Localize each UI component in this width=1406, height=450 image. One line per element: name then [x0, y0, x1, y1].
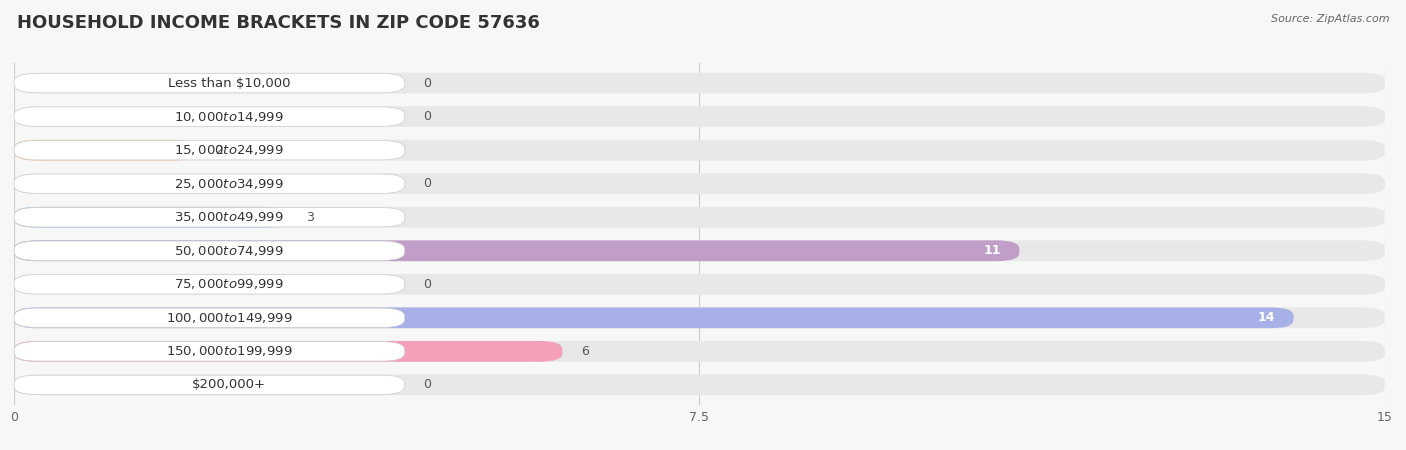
- FancyBboxPatch shape: [14, 342, 405, 361]
- FancyBboxPatch shape: [14, 140, 405, 160]
- Text: 0: 0: [423, 177, 432, 190]
- FancyBboxPatch shape: [14, 341, 562, 362]
- Text: 0: 0: [423, 378, 432, 392]
- FancyBboxPatch shape: [14, 73, 1385, 94]
- FancyBboxPatch shape: [14, 341, 1385, 362]
- Text: Source: ZipAtlas.com: Source: ZipAtlas.com: [1271, 14, 1389, 23]
- FancyBboxPatch shape: [14, 274, 405, 294]
- Text: $200,000+: $200,000+: [193, 378, 266, 392]
- Text: $100,000 to $149,999: $100,000 to $149,999: [166, 311, 292, 325]
- Text: $150,000 to $199,999: $150,000 to $199,999: [166, 344, 292, 358]
- Text: 0: 0: [423, 278, 432, 291]
- FancyBboxPatch shape: [14, 240, 1019, 261]
- FancyBboxPatch shape: [14, 241, 405, 261]
- Text: 0: 0: [423, 76, 432, 90]
- FancyBboxPatch shape: [14, 240, 1385, 261]
- FancyBboxPatch shape: [14, 173, 1385, 194]
- Text: $15,000 to $24,999: $15,000 to $24,999: [174, 143, 284, 157]
- Text: $75,000 to $99,999: $75,000 to $99,999: [174, 277, 284, 291]
- FancyBboxPatch shape: [14, 374, 1385, 395]
- Text: $25,000 to $34,999: $25,000 to $34,999: [174, 177, 284, 191]
- FancyBboxPatch shape: [14, 308, 405, 328]
- Text: 6: 6: [581, 345, 589, 358]
- Text: HOUSEHOLD INCOME BRACKETS IN ZIP CODE 57636: HOUSEHOLD INCOME BRACKETS IN ZIP CODE 57…: [17, 14, 540, 32]
- FancyBboxPatch shape: [14, 307, 1385, 328]
- FancyBboxPatch shape: [14, 375, 405, 395]
- Text: Less than $10,000: Less than $10,000: [167, 76, 290, 90]
- FancyBboxPatch shape: [14, 274, 1385, 295]
- FancyBboxPatch shape: [14, 106, 1385, 127]
- Text: 3: 3: [307, 211, 315, 224]
- FancyBboxPatch shape: [14, 73, 405, 93]
- Text: $10,000 to $14,999: $10,000 to $14,999: [174, 110, 284, 124]
- Text: 14: 14: [1258, 311, 1275, 324]
- FancyBboxPatch shape: [14, 140, 1385, 161]
- FancyBboxPatch shape: [14, 107, 405, 126]
- Text: 11: 11: [984, 244, 1001, 257]
- FancyBboxPatch shape: [14, 207, 405, 227]
- Text: $35,000 to $49,999: $35,000 to $49,999: [174, 210, 284, 224]
- Text: 0: 0: [423, 110, 432, 123]
- Text: 2: 2: [215, 144, 224, 157]
- FancyBboxPatch shape: [14, 307, 1294, 328]
- FancyBboxPatch shape: [14, 140, 197, 161]
- FancyBboxPatch shape: [14, 207, 1385, 228]
- Text: $50,000 to $74,999: $50,000 to $74,999: [174, 244, 284, 258]
- FancyBboxPatch shape: [14, 207, 288, 228]
- FancyBboxPatch shape: [14, 174, 405, 194]
